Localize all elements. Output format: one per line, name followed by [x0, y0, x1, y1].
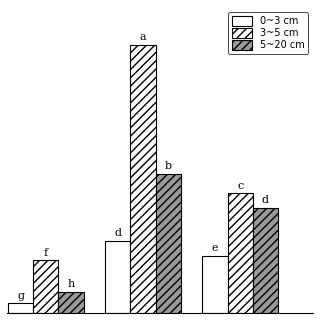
- Bar: [130, 45, 156, 313]
- Bar: [33, 260, 59, 313]
- Text: e: e: [212, 243, 218, 253]
- Bar: [156, 174, 181, 313]
- Text: f: f: [44, 248, 48, 258]
- Bar: [105, 241, 130, 313]
- Text: c: c: [237, 180, 243, 191]
- Text: b: b: [165, 162, 172, 172]
- Bar: [228, 194, 253, 313]
- Legend: 0~3 cm, 3~5 cm, 5~20 cm: 0~3 cm, 3~5 cm, 5~20 cm: [228, 12, 308, 54]
- Bar: [8, 303, 33, 313]
- Text: g: g: [17, 291, 24, 300]
- Text: d: d: [114, 228, 121, 238]
- Text: d: d: [262, 195, 269, 205]
- Bar: [253, 208, 278, 313]
- Bar: [202, 256, 228, 313]
- Text: h: h: [68, 279, 75, 289]
- Bar: [59, 292, 84, 313]
- Text: a: a: [140, 32, 146, 42]
